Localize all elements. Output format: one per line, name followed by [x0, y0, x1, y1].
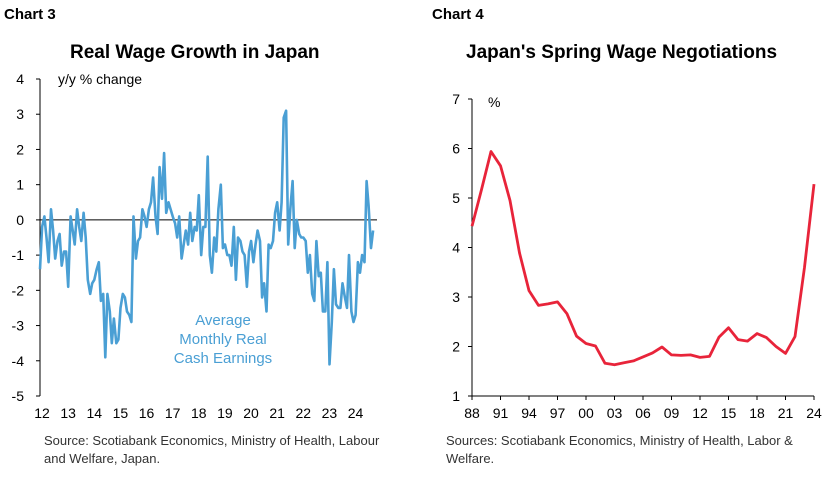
x-tick-label: 97 — [550, 405, 566, 421]
chart3-source: Source: Scotiabank Economics, Ministry o… — [44, 433, 380, 466]
x-tick-label: 19 — [217, 405, 233, 421]
x-tick-label: 18 — [191, 405, 207, 421]
x-tick-label: 18 — [749, 405, 765, 421]
x-tick-label: 12 — [34, 405, 50, 421]
y-tick-label: 0 — [16, 212, 24, 228]
y-tick-label: 7 — [452, 91, 460, 107]
y-tick-label: 1 — [452, 388, 460, 404]
x-tick-label: 20 — [243, 405, 259, 421]
y-tick-label: -2 — [12, 282, 25, 298]
chart3-label: Chart 3 — [4, 6, 56, 23]
y-tick-label: 2 — [16, 141, 24, 157]
x-tick-label: 09 — [664, 405, 680, 421]
series-annotation: Cash Earnings — [174, 350, 272, 367]
x-tick-label: 23 — [322, 405, 338, 421]
y-tick-label: -1 — [12, 247, 25, 263]
y-tick-label: 3 — [16, 106, 24, 122]
y-tick-label: 4 — [452, 240, 460, 256]
y-tick-label: 4 — [16, 71, 24, 87]
chart3-title: Real Wage Growth in Japan — [70, 42, 320, 63]
chart4-source: Sources: Scotiabank Economics, Ministry … — [446, 433, 793, 466]
y-tick-label: -4 — [12, 353, 25, 369]
x-tick-label: 24 — [348, 405, 364, 421]
x-tick-label: 21 — [269, 405, 285, 421]
y-tick-label: 3 — [452, 289, 460, 305]
x-tick-label: 24 — [806, 405, 822, 421]
y-unit-label: y/y % change — [58, 71, 142, 87]
x-tick-label: 15 — [721, 405, 737, 421]
x-tick-label: 06 — [635, 405, 651, 421]
y-tick-label: -3 — [12, 318, 25, 334]
x-tick-label: 03 — [607, 405, 623, 421]
x-tick-label: 14 — [86, 405, 102, 421]
y-tick-label: 1 — [16, 177, 24, 193]
y-tick-label: -5 — [12, 388, 25, 404]
y-tick-label: 5 — [452, 190, 460, 206]
x-tick-label: 22 — [295, 405, 311, 421]
x-tick-label: 88 — [464, 405, 480, 421]
series-annotation: Average — [195, 312, 251, 329]
x-tick-label: 91 — [493, 405, 509, 421]
x-tick-label: 17 — [165, 405, 181, 421]
chart4-label: Chart 4 — [432, 6, 484, 23]
series-line — [38, 109, 375, 366]
chart4-panel: Chart 4 Japan's Spring Wage Negotiations… — [414, 0, 828, 482]
x-tick-label: 12 — [692, 405, 708, 421]
x-tick-label: 13 — [60, 405, 76, 421]
y-tick-label: 2 — [452, 339, 460, 355]
x-tick-label: 16 — [139, 405, 155, 421]
y-unit-label: % — [488, 94, 500, 110]
x-tick-label: 94 — [521, 405, 537, 421]
x-tick-label: 15 — [113, 405, 129, 421]
series-line — [470, 150, 816, 367]
x-tick-label: 00 — [578, 405, 594, 421]
chart4-title: Japan's Spring Wage Negotiations — [466, 42, 778, 63]
y-tick-label: 6 — [452, 141, 460, 157]
x-tick-label: 21 — [778, 405, 794, 421]
series-annotation: Monthly Real — [179, 331, 267, 348]
